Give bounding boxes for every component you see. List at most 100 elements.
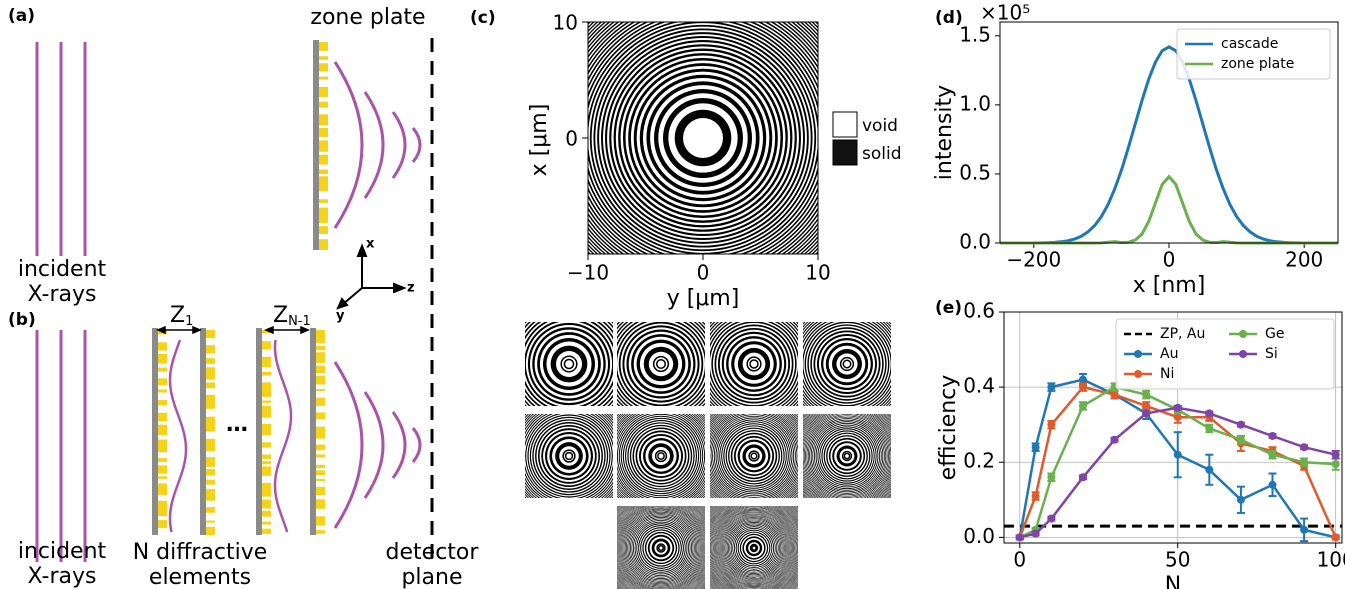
plate-zone — [316, 465, 325, 468]
plate-zone — [158, 520, 167, 528]
charts: (d)−20002000.00.51.01.5x [nm]intensity×1… — [932, 1, 1345, 589]
marker — [1205, 466, 1213, 474]
plate-zone — [316, 530, 325, 534]
plate-zone — [262, 357, 271, 367]
plate-zone — [316, 487, 325, 495]
plate-zone — [319, 87, 328, 97]
zone-ring — [836, 353, 857, 374]
y-tick-label: 0 — [565, 127, 578, 151]
elements-label: N diffractive — [133, 540, 268, 565]
x-tick-label: 10 — [805, 261, 830, 285]
plate-zone — [206, 457, 215, 467]
plate-zone — [319, 42, 328, 51]
marker — [1047, 515, 1055, 523]
marker — [1016, 533, 1024, 541]
gap-sub: 1 — [185, 314, 193, 329]
plate-zone — [316, 346, 325, 350]
zone-ring — [649, 352, 673, 376]
plate-zone — [316, 470, 325, 475]
y-tick-label: 0.4 — [963, 374, 995, 398]
plate-zone — [316, 479, 325, 481]
plate-zone — [316, 398, 325, 406]
y-offset-label: ×10⁵ — [980, 1, 1030, 25]
axes-icon — [338, 246, 404, 308]
axis-x: x — [366, 237, 375, 252]
plate-zone — [158, 354, 167, 364]
marker — [1032, 443, 1040, 451]
incident-label: X-rays — [28, 282, 97, 307]
marker — [1142, 402, 1150, 410]
plate-zone — [316, 389, 325, 391]
plate-zone — [262, 401, 271, 403]
legend-marker — [1134, 370, 1142, 378]
zone-ring — [683, 118, 723, 158]
plate-zone — [262, 406, 271, 418]
zone-ring — [746, 448, 762, 464]
plate-zone — [206, 507, 215, 513]
thumb-image — [690, 392, 818, 520]
legend-marker — [1239, 330, 1247, 338]
zone-ring — [743, 353, 766, 376]
marker — [1079, 383, 1087, 391]
marker — [1269, 451, 1277, 459]
marker — [1205, 424, 1213, 432]
legend-swatch — [833, 140, 857, 165]
elements-label: elements — [149, 565, 251, 589]
plate-zone — [262, 442, 271, 447]
y-tick-label: 0.0 — [959, 230, 991, 254]
plate-zone — [206, 395, 215, 409]
plate-zone — [262, 341, 271, 349]
panel-label: (e) — [935, 298, 962, 318]
plate-zone — [319, 169, 328, 173]
x-tick-label: −200 — [1006, 248, 1061, 272]
plate-zone — [319, 239, 328, 250]
plate-zone — [158, 501, 167, 516]
plate-zone — [206, 480, 215, 485]
plate-zone — [316, 427, 325, 439]
plate-zone — [158, 389, 167, 392]
plate-zone — [158, 483, 167, 495]
gap-sub: N-1 — [288, 314, 311, 329]
marker — [1300, 458, 1308, 466]
figure: (a) zone plate incident X-rays x z y (b)… — [0, 0, 1345, 589]
marker — [1269, 432, 1277, 440]
plate-zone — [316, 352, 325, 363]
marker — [1332, 451, 1340, 459]
thumb-image — [597, 484, 726, 589]
ellipsis: … — [226, 412, 248, 437]
plate-zone — [262, 424, 271, 435]
x-tick-label: 100 — [1317, 548, 1345, 572]
plate-zone — [206, 527, 215, 535]
plate-zone — [262, 455, 271, 459]
plate-zone — [262, 461, 271, 464]
plate-substrate — [200, 328, 206, 535]
y-tick-label: 10 — [553, 11, 578, 35]
plate-zone — [158, 465, 167, 473]
plate-zone — [319, 114, 328, 125]
legend-label: solid — [862, 144, 902, 164]
incident-label: incident — [18, 257, 107, 282]
plate-zone — [316, 412, 325, 419]
plate-zone — [319, 140, 328, 151]
plate-zone — [262, 372, 271, 376]
legend-label: Ge — [1265, 326, 1284, 342]
plate-zone — [206, 439, 215, 451]
plate-zone — [316, 499, 325, 509]
legend-marker — [1134, 350, 1142, 358]
plate-zone — [319, 56, 328, 60]
gap-base: Z — [273, 303, 288, 328]
plate-zone — [206, 367, 215, 379]
thumb-image — [504, 299, 634, 429]
marker — [1032, 492, 1040, 500]
thumb-image — [596, 299, 725, 428]
plate-zone — [319, 199, 328, 203]
plate-zone — [206, 330, 215, 338]
detector-label: detector — [386, 540, 480, 565]
marker — [1047, 473, 1055, 481]
marker — [1032, 530, 1040, 538]
plate-substrate — [152, 328, 158, 535]
plate-zone — [319, 63, 328, 71]
marker — [1174, 404, 1182, 412]
plate-substrate — [310, 328, 316, 535]
plate-zone — [262, 511, 271, 517]
